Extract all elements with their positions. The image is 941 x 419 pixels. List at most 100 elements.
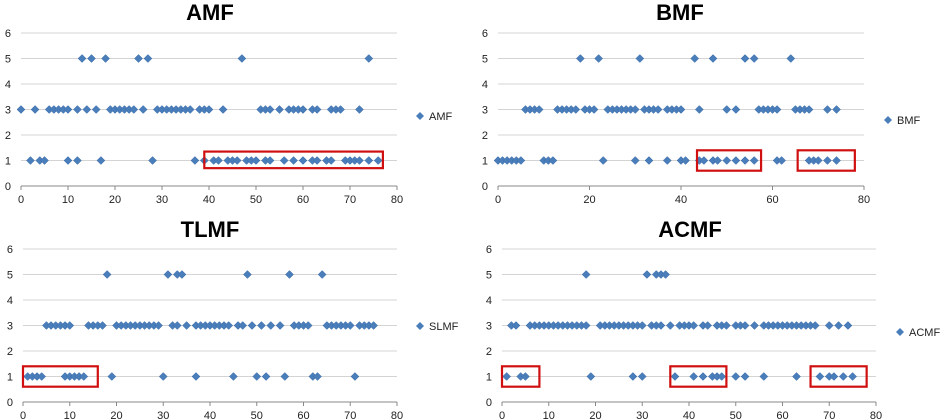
data-point [238,321,248,330]
legend-marker [416,112,424,120]
data-point [832,105,841,114]
highlight-box [21,365,99,388]
y-tick-label: 3 [486,321,492,333]
x-tick-label: 20 [109,194,121,206]
data-point [154,321,163,330]
data-point [848,372,857,381]
data-point [759,372,769,381]
data-point [40,156,49,165]
x-tick-label: 80 [391,410,403,419]
highlight-box [809,365,868,388]
data-point [148,156,157,165]
data-point [815,372,825,381]
data-point [218,105,228,114]
y-tick-label: 6 [5,28,11,40]
x-tick-label: 0 [20,410,26,419]
x-tick-label: 10 [64,410,76,419]
y-tick-label: 4 [486,295,492,307]
data-point [345,321,355,330]
x-tick-label: 50 [250,194,262,206]
x-tick-label: 40 [683,410,695,419]
data-point [703,321,713,330]
data-point [158,372,168,381]
data-point [740,54,750,63]
data-point [630,105,640,114]
data-point [824,321,834,330]
data-point [177,270,187,279]
data-point [656,321,666,330]
x-tick-label: 60 [776,410,788,419]
data-point [172,321,182,330]
legend-label: SLMF [429,321,459,333]
data-point [185,105,195,114]
y-tick-label: 6 [7,244,13,256]
data-point [303,321,313,330]
x-tick-label: 20 [589,410,601,419]
legend-label: ACMF [909,327,940,339]
data-point [91,105,101,114]
data-point [98,321,107,330]
data-point [275,105,284,114]
data-point [594,54,604,63]
data-point [138,105,148,114]
data-point [699,156,709,165]
data-point [810,321,820,330]
legend-marker [416,322,424,330]
y-tick-label: 5 [486,270,492,282]
data-point [73,156,82,165]
data-point [777,156,787,165]
data-point [575,54,585,63]
x-tick-label: 70 [823,410,835,419]
x-tick-label: 10 [62,194,74,206]
data-point [843,321,853,330]
data-point [279,156,289,165]
data-point [312,105,322,114]
data-point [275,321,285,330]
data-point [265,105,275,114]
y-tick-label: 5 [482,54,488,66]
data-point [581,270,591,279]
data-point [373,156,383,165]
data-point [257,321,266,330]
x-tick-label: 80 [870,410,882,419]
data-point [350,372,360,381]
x-tick-label: 10 [543,410,555,419]
data-point [37,372,47,381]
y-tick-label: 2 [486,346,492,358]
chart-title: TLMF [181,217,240,242]
y-tick-label: 4 [482,79,488,91]
data-point [87,54,96,63]
data-point [804,105,814,114]
legend-label: AMF [429,111,453,123]
data-point [722,321,731,330]
data-point [662,156,672,165]
y-tick-label: 4 [7,295,13,307]
y-tick-label: 0 [486,397,492,409]
data-point [317,270,327,279]
x-tick-label: 0 [499,410,505,419]
y-tick-label: 0 [482,181,488,193]
data-point [521,372,530,381]
data-point [722,156,732,165]
data-point [265,156,275,165]
y-tick-label: 0 [7,397,13,409]
data-point [749,156,759,165]
data-point [261,372,271,381]
data-point [252,372,262,381]
data-point [63,156,73,165]
data-point [722,105,732,114]
data-point [571,105,581,114]
y-tick-label: 3 [7,321,13,333]
highlight-box [669,365,728,388]
data-point [65,321,75,330]
x-tick-label: 60 [297,410,309,419]
data-point [266,321,276,330]
data-point [598,156,608,165]
data-point [289,156,298,165]
data-point [101,54,110,63]
y-tick-label: 3 [482,105,488,117]
